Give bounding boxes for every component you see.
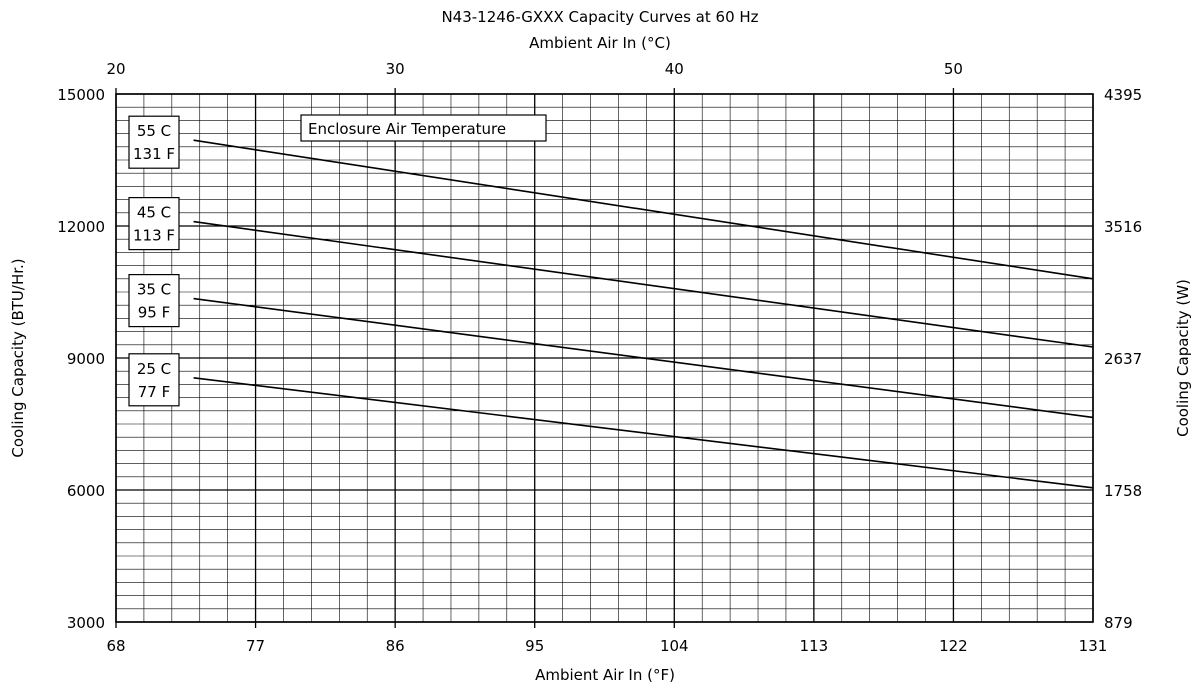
y-tick-label: 6000 <box>67 482 105 500</box>
y2-tick-label: 1758 <box>1104 482 1142 500</box>
x2-tick-label: 30 <box>386 60 405 78</box>
series-label-1: 55 C 131 F <box>128 115 180 169</box>
series-line-3 <box>193 297 1094 419</box>
x-tick-label: 95 <box>525 637 544 655</box>
y2-tick-label: 879 <box>1104 614 1133 632</box>
y2-tick-label: 3516 <box>1104 218 1142 236</box>
series-label-line: 95 F <box>138 304 170 322</box>
x2-tick-label: 20 <box>106 60 125 78</box>
series-label-line: 55 C <box>137 122 171 140</box>
series-layer <box>193 139 1094 489</box>
grid <box>115 88 1094 628</box>
x-tick-label: 113 <box>800 637 829 655</box>
left-axis-title: Cooling Capacity (BTU/Hr.) <box>9 258 27 457</box>
series-label-line: 131 F <box>133 145 175 163</box>
series-labels: 55 C 131 F 45 C 113 F 35 C 95 F 25 C 77 F <box>128 115 180 407</box>
right-axis-title: Cooling Capacity (W) <box>1174 279 1192 437</box>
series-line-1 <box>193 139 1094 280</box>
annotation-box: Enclosure Air Temperature <box>300 114 547 142</box>
series-line-4 <box>193 377 1094 489</box>
y-tick-label: 9000 <box>67 350 105 368</box>
annotation-text: Enclosure Air Temperature <box>308 120 506 138</box>
series-label-line: 45 C <box>137 204 171 222</box>
y-tick-label: 3000 <box>67 614 105 632</box>
plot-frame <box>115 93 1094 623</box>
y2-tick-label: 2637 <box>1104 350 1142 368</box>
series-label-line: 113 F <box>133 227 175 245</box>
series-line-2 <box>193 220 1094 348</box>
series-label-line: 25 C <box>137 360 171 378</box>
y2-tick-label: 4395 <box>1104 86 1142 104</box>
series-label-line: 77 F <box>138 383 170 401</box>
tick-labels: 68 77 86 95 104 113 122 131 3000 6000 9000 12000 150… <box>57 60 1142 655</box>
series-label-3: 35 C 95 F <box>128 274 180 328</box>
x-tick-label: 68 <box>106 637 125 655</box>
series-label-4: 25 C 77 F <box>128 353 180 407</box>
chart-title: N43-1246-GXXX Capacity Curves at 60 Hz <box>441 8 758 26</box>
x-tick-label: 77 <box>246 637 265 655</box>
x2-tick-label: 40 <box>665 60 684 78</box>
y-tick-label: 12000 <box>57 218 105 236</box>
x-tick-label: 122 <box>939 637 968 655</box>
y-tick-label: 15000 <box>57 86 105 104</box>
top-axis-title: Ambient Air In (°C) <box>529 34 671 52</box>
series-label-2: 45 C 113 F <box>128 197 180 251</box>
x-tick-label: 86 <box>386 637 405 655</box>
x-tick-label: 131 <box>1079 637 1108 655</box>
x-tick-label: 104 <box>660 637 689 655</box>
bottom-axis-title: Ambient Air In (°F) <box>535 666 675 684</box>
series-label-line: 35 C <box>137 281 171 299</box>
x2-tick-label: 50 <box>944 60 963 78</box>
